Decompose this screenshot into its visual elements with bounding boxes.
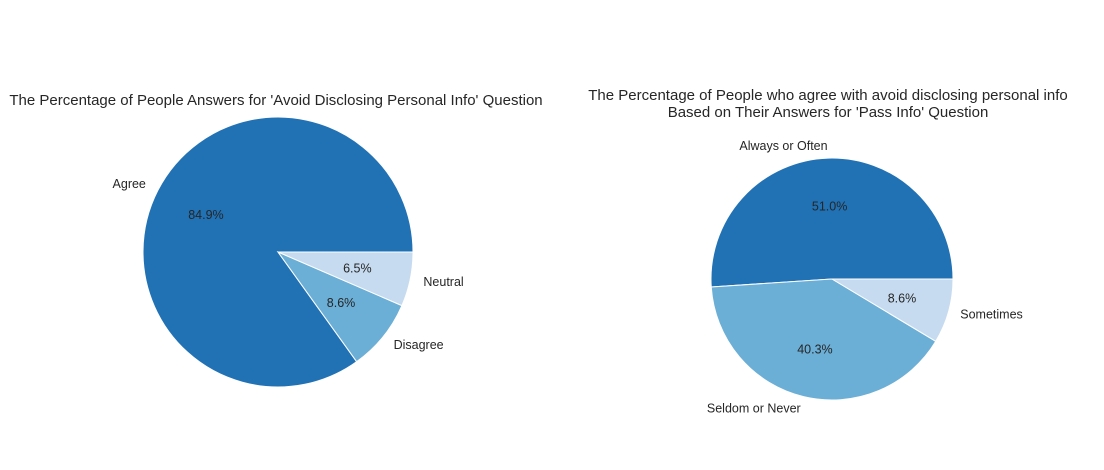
pie-category-label-disagree: Disagree — [394, 338, 444, 352]
pie-slice-neutral — [277, 251, 414, 307]
pie-category-label-seldom-or-never: Seldom or Never — [707, 401, 801, 415]
pie-right-svg: 51.0% Always or Often 40.3% Seldom or Never… — [707, 139, 1023, 415]
pie-value-label-seldom-or-never: 40.3% — [797, 343, 832, 357]
pie-value-label-neutral: 6.5% — [343, 261, 372, 275]
pie-chart-right: The Percentage of People who agree with … — [552, 0, 1104, 470]
pie-chart-left: The Percentage of People Answers for 'Av… — [9, 92, 543, 388]
pie-category-label-agree: Agree — [113, 177, 146, 191]
pie-slice-always-or-often — [710, 157, 954, 288]
pie-category-label-neutral: Neutral — [423, 275, 463, 289]
pie-value-label-sometimes: 8.6% — [888, 291, 917, 305]
pie-value-label-agree: 84.9% — [188, 208, 223, 222]
pie-category-label-always-or-often: Always or Often — [739, 139, 827, 153]
pie-category-label-sometimes: Sometimes — [960, 308, 1023, 322]
chart-title-left: The Percentage of People Answers for 'Av… — [9, 92, 543, 109]
chart-title-right: The Percentage of People who agree with … — [588, 87, 1068, 121]
pie-slice-seldom-or-never — [710, 278, 937, 401]
pie-value-label-always-or-often: 51.0% — [812, 199, 847, 213]
pie-value-label-disagree: 8.6% — [327, 296, 356, 310]
pie-slice-sometimes — [830, 278, 954, 342]
pie-left-svg: 84.9% Agree 8.6% Disagree 6.5% Neutral — [113, 116, 464, 388]
